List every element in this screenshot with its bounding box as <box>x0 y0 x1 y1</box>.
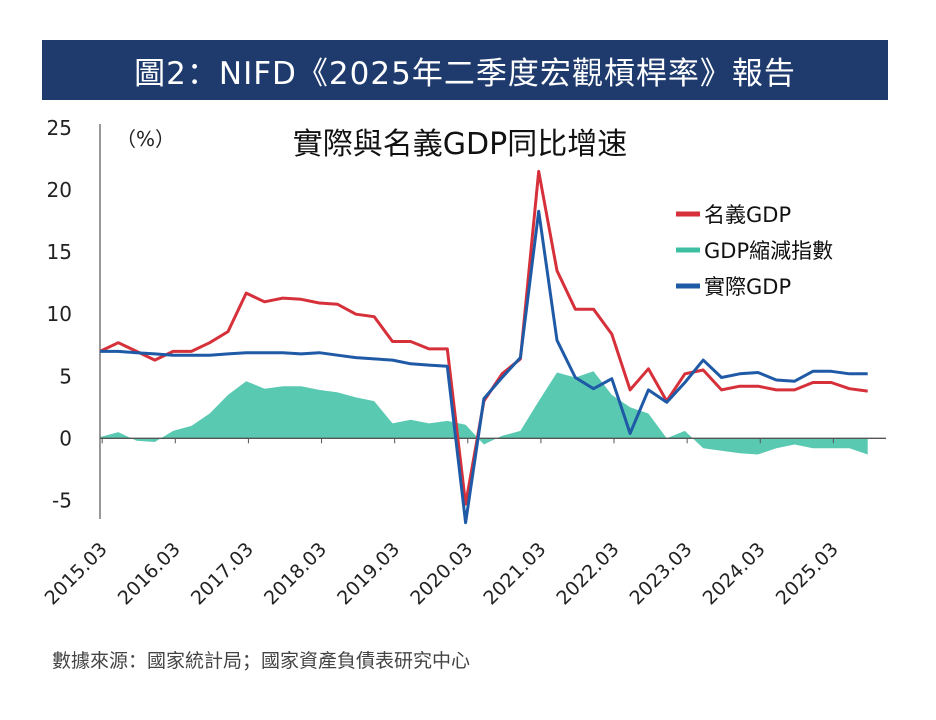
source-text: 數據來源：國家統計局；國家資產負債表研究中心 <box>52 650 471 672</box>
x-tick-label: 2018.03 <box>260 538 331 609</box>
area-layer <box>100 371 868 455</box>
y-tick-label: 5 <box>59 364 72 388</box>
chart-title: 實際與名義GDP同比增速 <box>293 127 627 162</box>
lines-layer <box>99 169 868 525</box>
x-tick-label: 2019.03 <box>333 538 404 609</box>
page-title: 圖2：NIFD《2025年二季度宏觀槓桿率》報告 <box>42 40 888 100</box>
series-area-deflator <box>100 371 868 455</box>
y-axis-unit: （%） <box>116 127 175 151</box>
x-tick-label: 2021.03 <box>479 538 550 609</box>
legend-label: 實際GDP <box>704 275 791 299</box>
x-tick-label: 2016.03 <box>114 538 185 609</box>
legend-label: GDP縮減指數 <box>704 239 833 263</box>
y-tick-label: 10 <box>47 302 72 326</box>
labels-layer: 25 20 15 10 5 0 -5 2015.03 2016.03 2017.03 2018.03… <box>41 116 843 609</box>
x-tick-label: 2015.03 <box>41 538 112 609</box>
axes-layer <box>99 124 886 519</box>
page-title-text: 圖2：NIFD《2025年二季度宏觀槓桿率》報告 <box>134 55 796 92</box>
chart-container: 25 20 15 10 5 0 -5 2015.03 2016.03 2017.03 2018.03… <box>0 110 936 640</box>
y-tick-label: 0 <box>59 426 72 450</box>
line-chart: 25 20 15 10 5 0 -5 2015.03 2016.03 2017.03 2018.03… <box>41 116 886 609</box>
legend-label: 名義GDP <box>704 203 791 227</box>
x-tick-label: 2020.03 <box>406 538 477 609</box>
y-tick-label: 20 <box>47 178 72 202</box>
x-tick-label: 2022.03 <box>552 538 623 609</box>
source-note: 數據來源：國家統計局；國家資產負債表研究中心 <box>52 646 470 673</box>
x-tick-label: 2017.03 <box>187 538 258 609</box>
y-tick-label: -5 <box>52 488 72 512</box>
y-tick-label: 25 <box>47 116 72 140</box>
x-tick-label: 2024.03 <box>699 538 770 609</box>
series-line-real-gdp <box>100 209 868 525</box>
y-tick-label: 15 <box>47 240 72 264</box>
x-tick-label: 2023.03 <box>626 538 697 609</box>
x-tick-label: 2025.03 <box>772 538 843 609</box>
